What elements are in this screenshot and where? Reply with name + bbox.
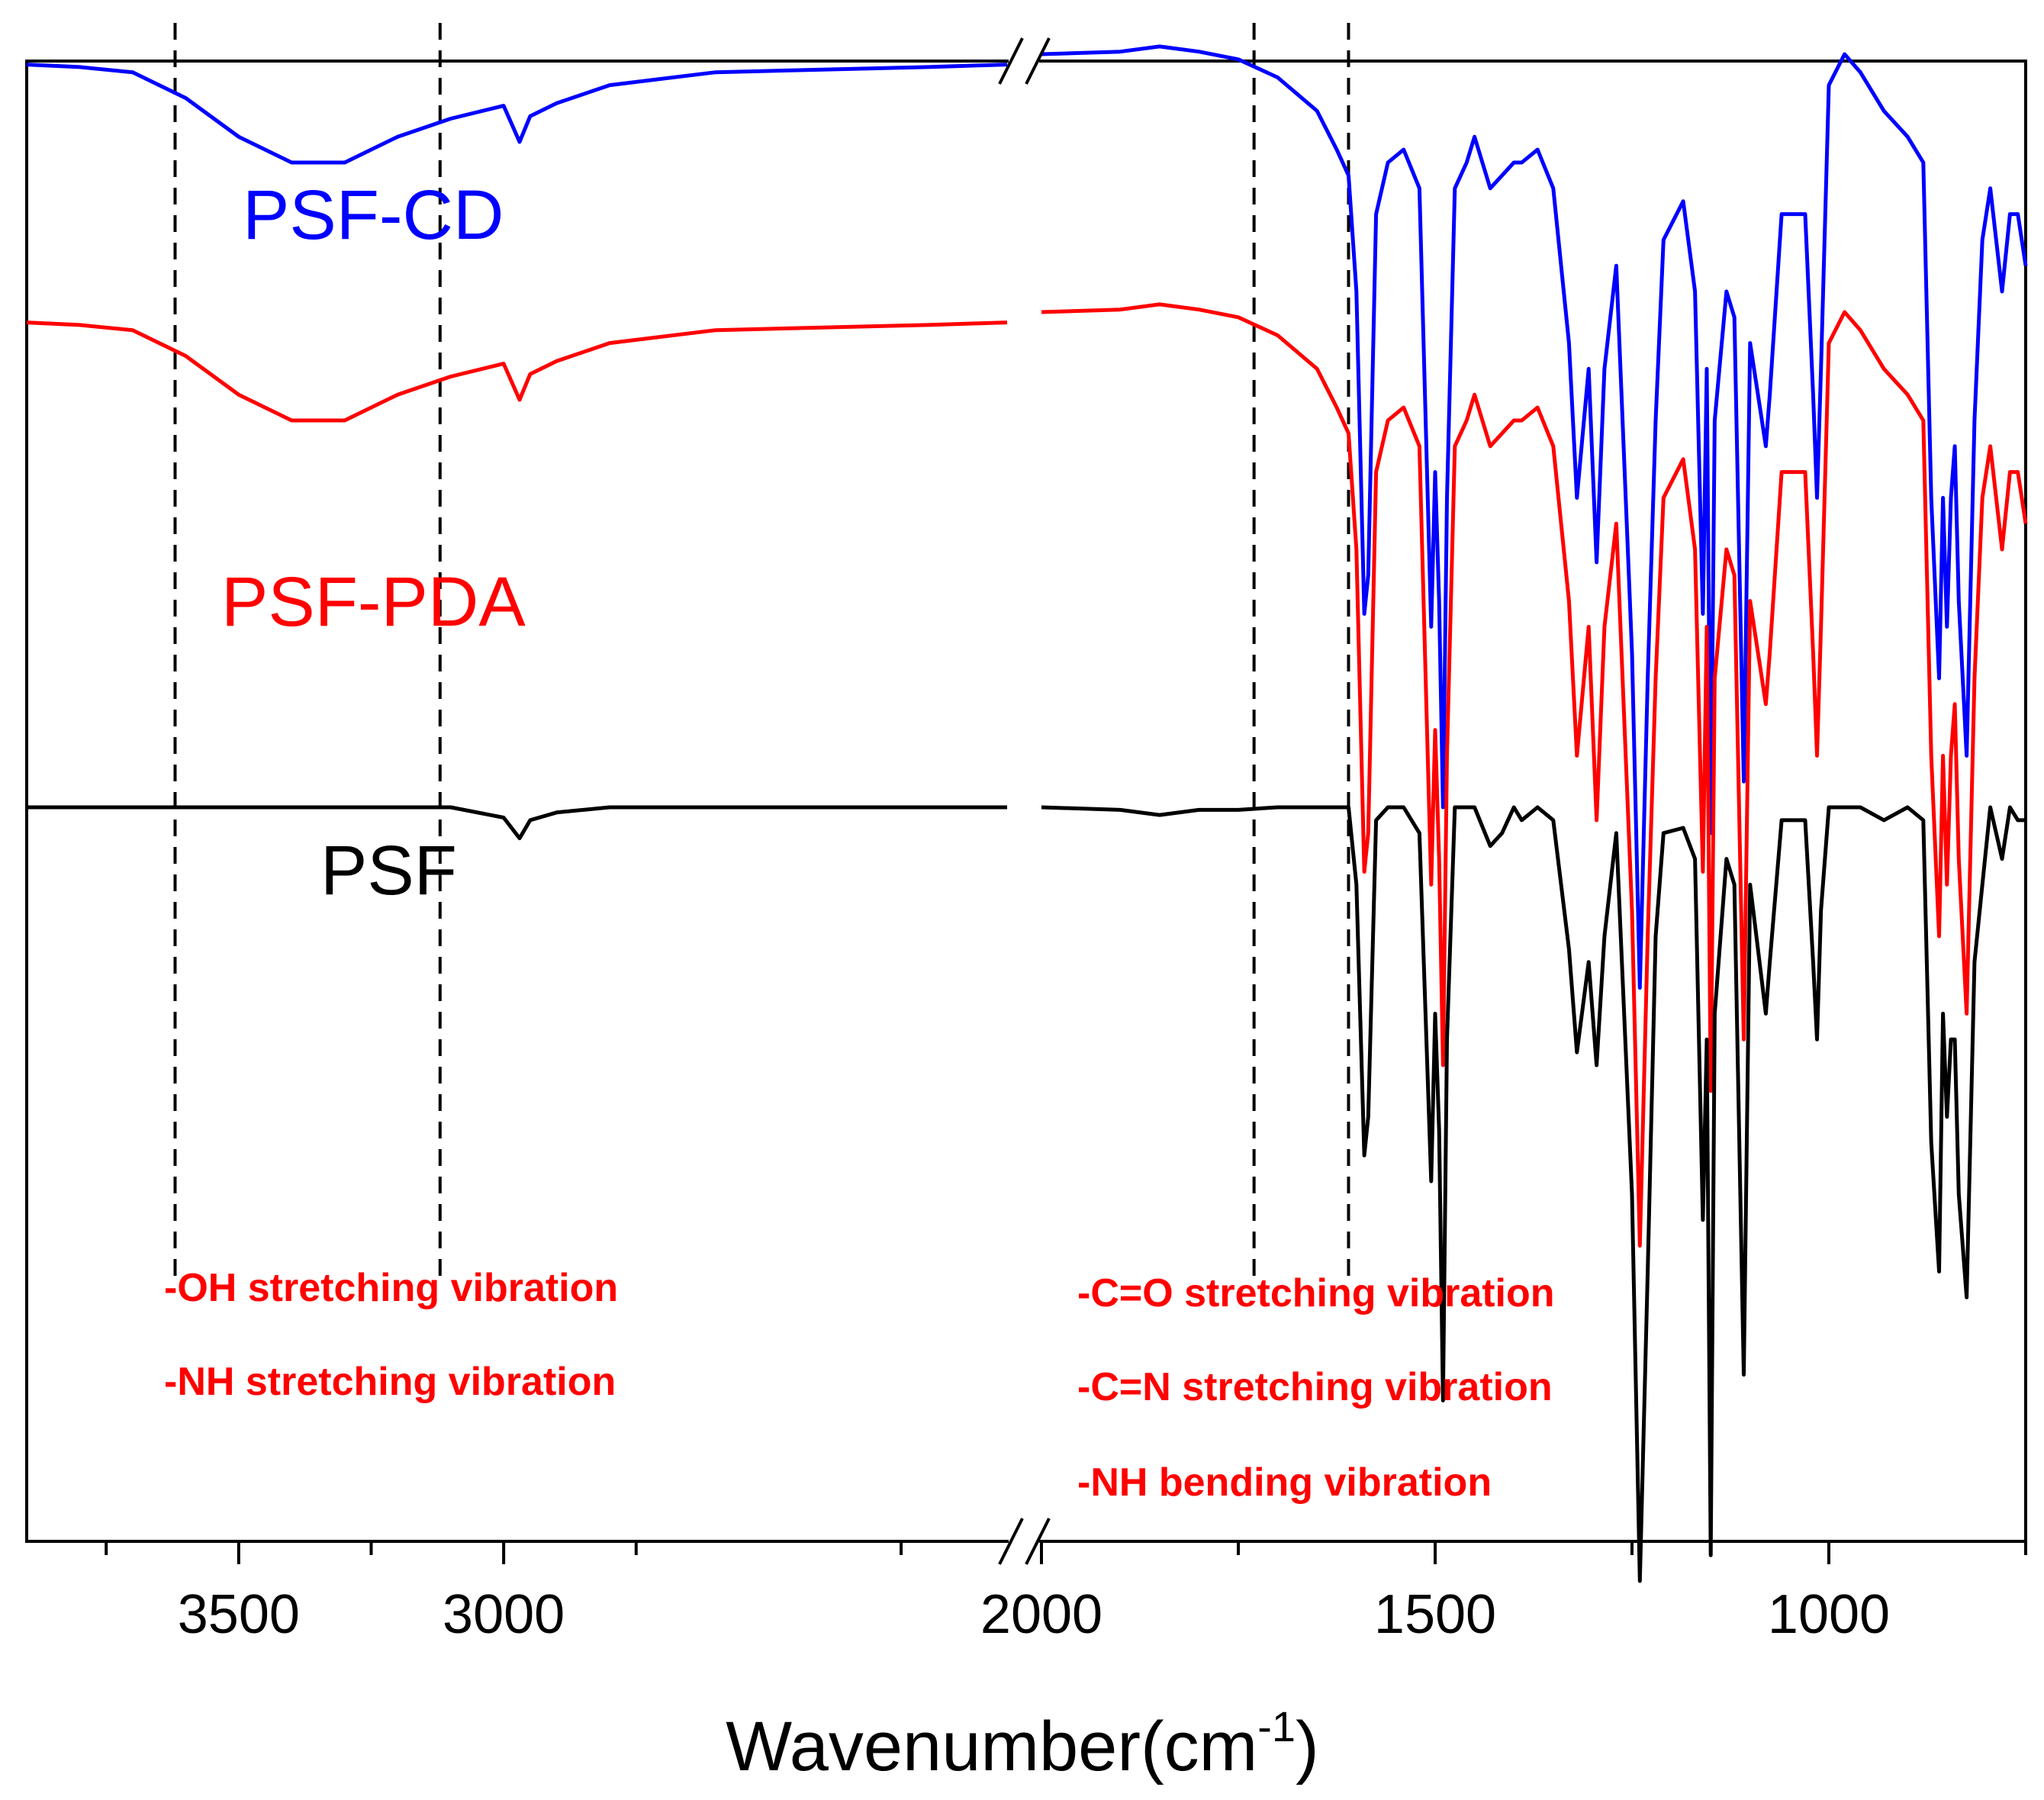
- annotation-cn-stretching: -C=N stretching vibration: [1077, 1365, 1553, 1409]
- x-axis-title: Wavenumber(cm-1): [726, 1702, 1318, 1786]
- annotation-nh-stretching: -NH stretching vibration: [164, 1360, 616, 1404]
- series-line-psf-cd-segment-2: [1041, 44, 2028, 990]
- series-label-psf: PSF: [320, 832, 457, 910]
- x-tick-label-1500: 1500: [1374, 1584, 1496, 1645]
- axis-break-gap-top: [1009, 56, 1039, 66]
- annotation-co-stretching: -C=O stretching vibration: [1077, 1271, 1555, 1315]
- annotation-oh-stretching: -OH stretching vibration: [164, 1266, 618, 1310]
- series-psf-pda: [26, 302, 2028, 1248]
- x-axis-title-close: ): [1296, 1708, 1319, 1786]
- axis-break-marks: [998, 37, 1051, 1565]
- x-tick-label-3500: 3500: [178, 1584, 300, 1645]
- series-line-psf-segment-2: [1041, 805, 2026, 1583]
- axis-break-gap-bottom: [1009, 1537, 1039, 1546]
- series-psf-cd: [26, 44, 2028, 990]
- x-tick-label-3000: 3000: [443, 1584, 565, 1645]
- series-psf: [27, 805, 2026, 1583]
- axis-break-slash-bottom-2: [1025, 1518, 1051, 1565]
- series-line-psf-segment-1: [27, 805, 1007, 841]
- x-tick-label-1000: 1000: [1768, 1584, 1890, 1645]
- axis-break-slash-top-1: [998, 37, 1024, 85]
- series-line-psf-cd-segment-1: [26, 63, 1008, 165]
- series-label-psf-cd: PSF-CD: [243, 176, 504, 254]
- series-line-psf-pda-segment-2: [1041, 302, 2028, 1248]
- x-tick-label-2000: 2000: [980, 1584, 1102, 1645]
- series-label-psf-pda: PSF-PDA: [221, 563, 526, 641]
- x-axis-ticks: 3500 3000 2000 1500 1000: [105, 1541, 2027, 1645]
- x-axis-title-main: Wavenumber(cm: [726, 1708, 1257, 1786]
- series-layer: [26, 44, 2028, 1583]
- axis-break-slash-top-2: [1025, 37, 1051, 85]
- axis-break-slash-bottom-1: [998, 1518, 1024, 1565]
- plot-frame: [25, 60, 2027, 1543]
- vertical-markers: [173, 23, 1350, 1282]
- x-axis-title-superscript: -1: [1257, 1702, 1296, 1750]
- series-line-psf-pda-segment-1: [26, 320, 1008, 423]
- annotation-nh-bending: -NH bending vibration: [1077, 1460, 1492, 1505]
